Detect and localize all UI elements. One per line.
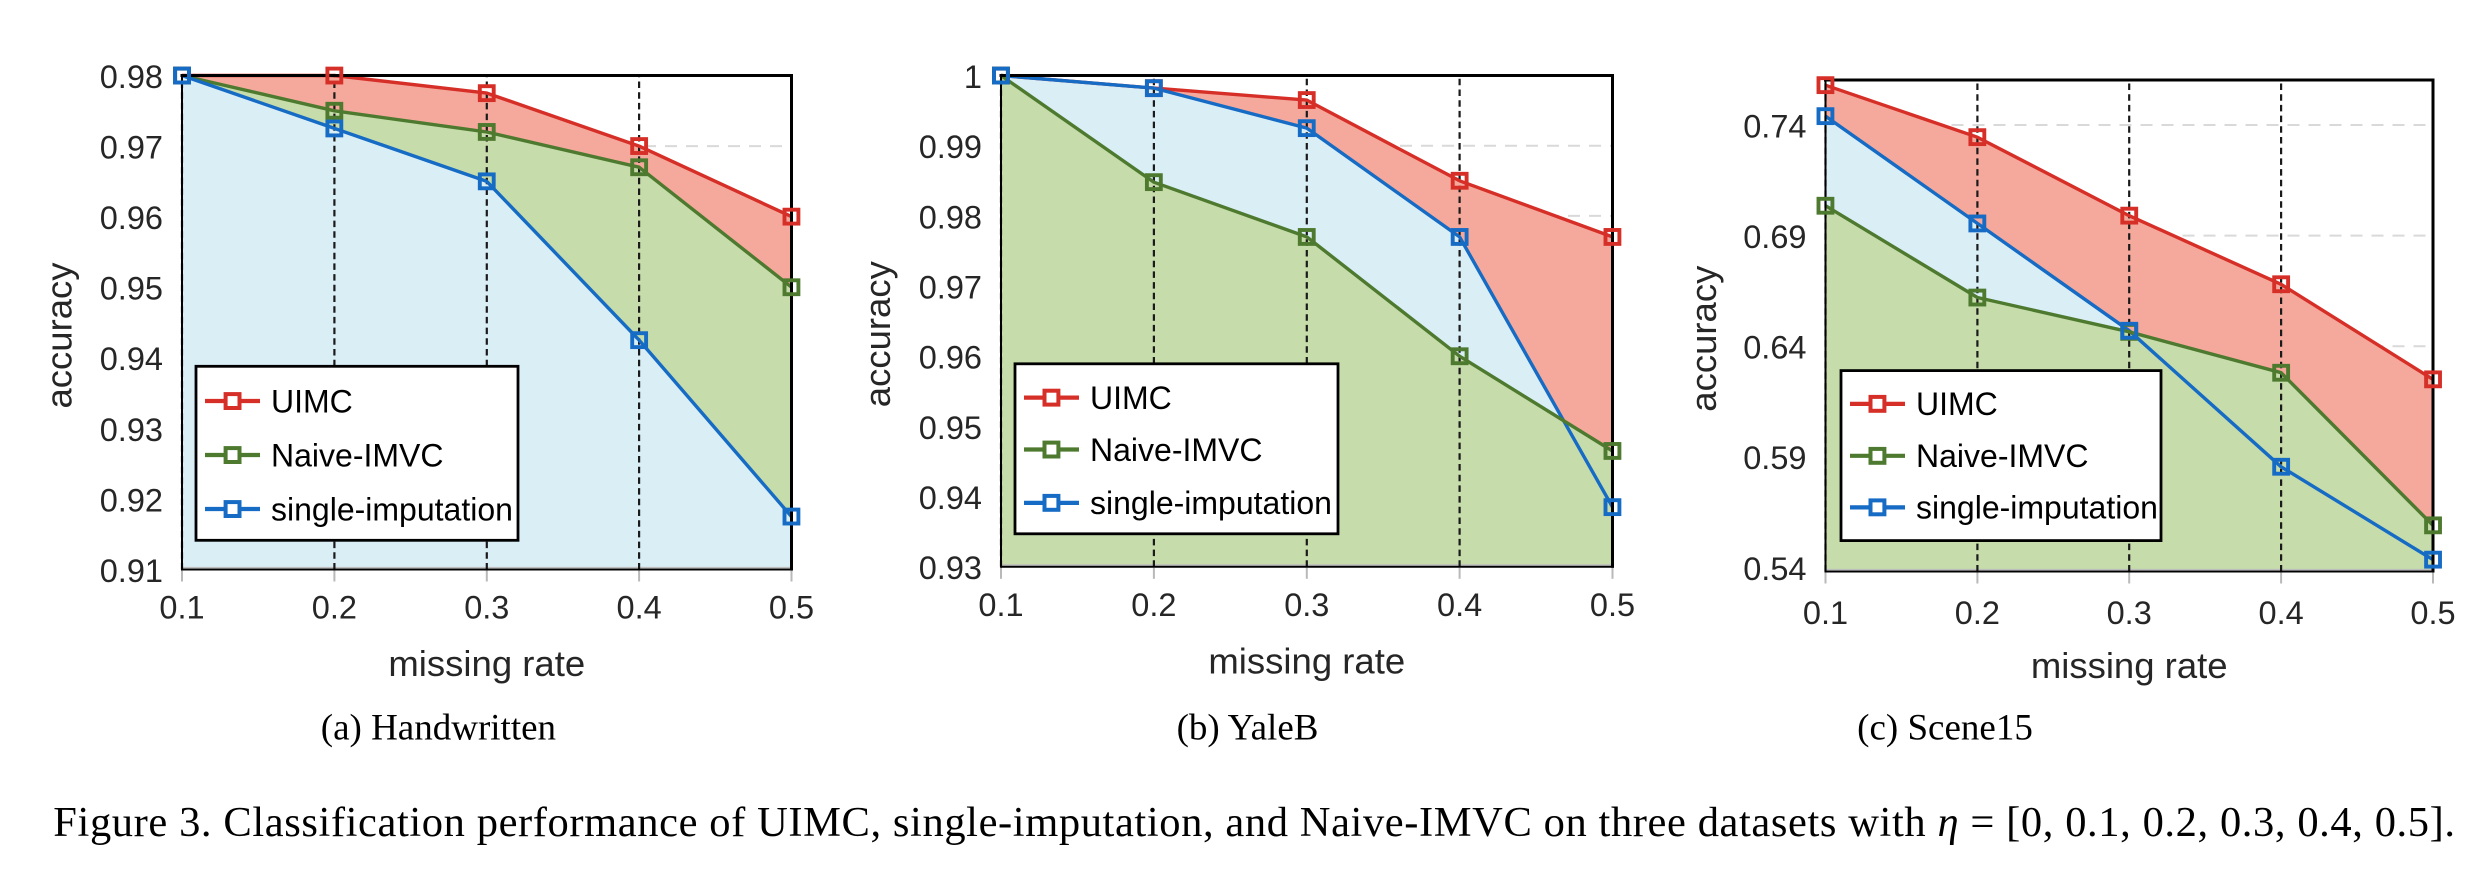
svg-text:0.94: 0.94 (919, 480, 982, 516)
svg-text:0.74: 0.74 (1743, 108, 1806, 144)
svg-text:0.5: 0.5 (2410, 595, 2455, 631)
svg-text:0.99: 0.99 (919, 129, 982, 165)
svg-text:0.98: 0.98 (100, 59, 163, 95)
svg-text:Naive-IMVC: Naive-IMVC (1090, 432, 1262, 468)
svg-text:accuracy: accuracy (1683, 265, 1724, 412)
svg-text:0.91: 0.91 (100, 553, 163, 589)
svg-text:0.3: 0.3 (464, 589, 509, 625)
svg-text:0.3: 0.3 (2107, 595, 2152, 631)
svg-text:0.95: 0.95 (919, 410, 982, 446)
svg-text:0.93: 0.93 (100, 412, 163, 448)
svg-text:single-imputation: single-imputation (271, 491, 513, 527)
svg-text:0.3: 0.3 (1284, 587, 1329, 623)
svg-text:(a) Handwritten: (a) Handwritten (321, 708, 556, 749)
svg-text:missing rate: missing rate (1208, 640, 1405, 681)
svg-text:0.69: 0.69 (1743, 219, 1806, 255)
svg-text:0.2: 0.2 (312, 589, 357, 625)
svg-text:Naive-IMVC: Naive-IMVC (1916, 438, 2088, 474)
svg-text:missing rate: missing rate (2031, 645, 2228, 686)
svg-text:Naive-IMVC: Naive-IMVC (271, 437, 443, 473)
svg-text:UIMC: UIMC (1090, 380, 1172, 416)
svg-text:0.64: 0.64 (1743, 330, 1806, 366)
svg-text:0.2: 0.2 (1131, 587, 1176, 623)
svg-text:0.96: 0.96 (919, 340, 982, 376)
svg-text:accuracy: accuracy (39, 262, 80, 409)
svg-text:Figure 3. Classification perfo: Figure 3. Classification performance of … (53, 799, 2455, 846)
svg-text:0.54: 0.54 (1743, 551, 1806, 587)
svg-text:UIMC: UIMC (1916, 386, 1998, 422)
svg-text:0.4: 0.4 (2259, 595, 2304, 631)
svg-text:(c) Scene15: (c) Scene15 (1857, 708, 2033, 749)
svg-text:0.94: 0.94 (100, 341, 163, 377)
svg-text:0.2: 0.2 (1955, 595, 2000, 631)
svg-text:UIMC: UIMC (271, 383, 353, 419)
svg-text:0.5: 0.5 (1590, 587, 1635, 623)
svg-text:0.1: 0.1 (1803, 595, 1848, 631)
svg-text:single-imputation: single-imputation (1916, 490, 2158, 526)
svg-text:0.4: 0.4 (617, 589, 662, 625)
svg-text:0.1: 0.1 (978, 587, 1023, 623)
svg-text:0.93: 0.93 (919, 550, 982, 586)
svg-text:(b) YaleB: (b) YaleB (1177, 708, 1319, 749)
svg-text:0.4: 0.4 (1437, 587, 1482, 623)
svg-text:1: 1 (964, 59, 982, 95)
svg-text:0.95: 0.95 (100, 271, 163, 307)
svg-text:0.59: 0.59 (1743, 440, 1806, 476)
svg-text:0.97: 0.97 (919, 270, 982, 306)
svg-text:accuracy: accuracy (857, 260, 898, 407)
svg-text:0.96: 0.96 (100, 200, 163, 236)
svg-text:missing rate: missing rate (388, 643, 585, 684)
svg-text:0.5: 0.5 (769, 589, 814, 625)
svg-text:0.97: 0.97 (100, 130, 163, 166)
svg-text:0.92: 0.92 (100, 482, 163, 518)
svg-text:0.98: 0.98 (919, 199, 982, 235)
svg-text:0.1: 0.1 (159, 589, 204, 625)
svg-text:single-imputation: single-imputation (1090, 485, 1332, 521)
